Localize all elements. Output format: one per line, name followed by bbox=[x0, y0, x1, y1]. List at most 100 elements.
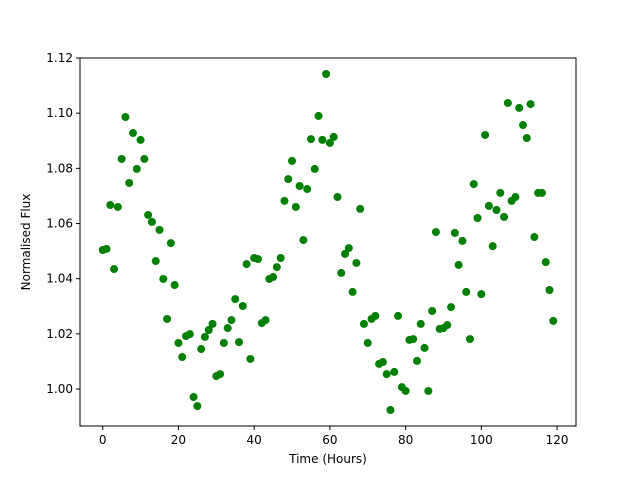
point bbox=[526, 100, 535, 109]
point bbox=[106, 201, 115, 210]
point bbox=[424, 386, 433, 395]
point bbox=[371, 311, 380, 320]
point bbox=[178, 353, 187, 362]
point bbox=[125, 178, 134, 187]
y-tick-label: 1.12 bbox=[46, 51, 73, 65]
point bbox=[235, 338, 244, 347]
y-tick-label: 1.04 bbox=[46, 272, 73, 286]
y-tick-label: 1.06 bbox=[46, 217, 73, 231]
point bbox=[477, 290, 486, 299]
y-tick-label: 1.10 bbox=[46, 106, 73, 120]
point bbox=[155, 225, 164, 234]
point bbox=[450, 228, 459, 237]
point bbox=[515, 103, 524, 112]
point bbox=[530, 233, 539, 242]
point bbox=[420, 343, 429, 352]
point bbox=[333, 193, 342, 202]
point bbox=[310, 164, 319, 173]
point bbox=[219, 338, 228, 347]
point bbox=[314, 111, 323, 120]
point bbox=[322, 70, 331, 78]
y-axis-label: Normalised Flux bbox=[19, 194, 33, 291]
point bbox=[272, 263, 281, 272]
point bbox=[443, 321, 452, 330]
point bbox=[447, 303, 456, 312]
y-tick-label: 1.00 bbox=[46, 382, 73, 396]
point bbox=[216, 370, 225, 379]
point bbox=[284, 175, 293, 184]
point bbox=[261, 316, 270, 325]
point bbox=[189, 393, 198, 402]
point bbox=[352, 258, 361, 267]
point bbox=[159, 274, 168, 283]
point bbox=[337, 268, 346, 277]
point bbox=[166, 239, 175, 248]
point bbox=[204, 326, 213, 334]
point bbox=[144, 210, 153, 219]
point bbox=[382, 370, 391, 379]
point bbox=[522, 134, 531, 142]
point bbox=[223, 324, 232, 333]
point bbox=[242, 260, 251, 269]
point bbox=[136, 135, 145, 144]
point bbox=[170, 281, 179, 290]
point bbox=[518, 121, 527, 130]
point bbox=[291, 202, 300, 211]
point bbox=[488, 242, 497, 251]
point bbox=[541, 258, 550, 267]
point bbox=[280, 196, 289, 205]
point bbox=[299, 236, 308, 245]
point bbox=[545, 286, 554, 294]
point bbox=[295, 182, 304, 190]
y-tick-label: 1.02 bbox=[46, 327, 73, 341]
point bbox=[318, 135, 327, 144]
x-tick-label: 100 bbox=[470, 433, 493, 447]
point bbox=[503, 98, 512, 107]
point bbox=[481, 130, 490, 139]
point bbox=[496, 188, 505, 197]
point bbox=[378, 358, 387, 366]
point bbox=[511, 193, 520, 202]
point bbox=[163, 314, 172, 323]
point bbox=[348, 287, 357, 296]
point bbox=[151, 257, 160, 266]
point bbox=[359, 319, 368, 328]
point bbox=[253, 255, 262, 264]
point bbox=[401, 386, 410, 395]
point bbox=[117, 154, 126, 163]
point bbox=[276, 254, 285, 262]
point bbox=[473, 214, 482, 222]
x-tick-label: 80 bbox=[398, 433, 413, 447]
point bbox=[549, 316, 558, 325]
point bbox=[484, 201, 493, 210]
point bbox=[462, 287, 471, 296]
point bbox=[386, 406, 395, 414]
x-tick-label: 20 bbox=[171, 433, 186, 447]
point bbox=[110, 265, 119, 274]
point bbox=[147, 217, 156, 226]
point bbox=[132, 164, 141, 173]
point bbox=[269, 273, 278, 282]
point bbox=[431, 228, 440, 237]
point bbox=[356, 204, 365, 213]
point bbox=[231, 295, 240, 304]
point bbox=[458, 236, 467, 245]
point bbox=[200, 332, 209, 341]
point bbox=[363, 338, 372, 347]
point bbox=[428, 306, 437, 315]
point bbox=[341, 249, 350, 258]
x-tick-label: 40 bbox=[247, 433, 262, 447]
point bbox=[394, 311, 403, 320]
point bbox=[121, 113, 130, 122]
point bbox=[288, 156, 297, 165]
point bbox=[390, 367, 399, 376]
y-tick-label: 1.08 bbox=[46, 161, 73, 175]
point bbox=[344, 244, 353, 253]
point bbox=[412, 356, 421, 365]
point bbox=[416, 319, 425, 328]
point bbox=[306, 135, 315, 144]
plot-frame bbox=[79, 57, 577, 427]
point bbox=[303, 185, 312, 194]
point bbox=[492, 206, 501, 214]
